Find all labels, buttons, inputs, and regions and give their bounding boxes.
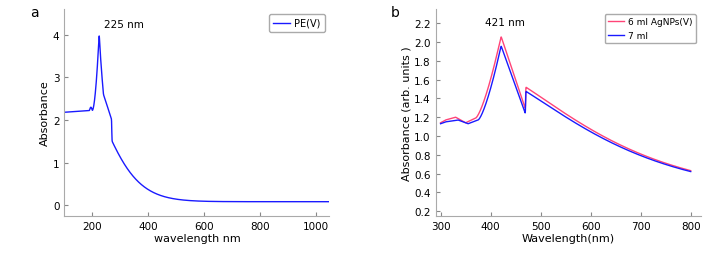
6 ml AgNPs(V) <box>558 111 566 114</box>
6 ml AgNPs(V) <box>551 106 560 109</box>
7 ml <box>679 168 688 171</box>
7 ml <box>436 123 445 126</box>
7 ml <box>449 120 458 123</box>
7 ml <box>679 168 688 171</box>
Text: 421 nm: 421 nm <box>485 18 525 28</box>
7 ml <box>497 46 506 49</box>
X-axis label: Wavelength(nm): Wavelength(nm) <box>521 233 615 243</box>
6 ml AgNPs(V) <box>679 167 688 170</box>
Text: b: b <box>390 6 400 20</box>
Y-axis label: Absorbance: Absorbance <box>40 80 50 146</box>
Y-axis label: Absorbance (arb. units ): Absorbance (arb. units ) <box>401 46 411 180</box>
7 ml <box>633 153 642 156</box>
X-axis label: wavelength nm: wavelength nm <box>154 233 240 243</box>
Legend: 6 ml AgNPs(V), 7 ml: 6 ml AgNPs(V), 7 ml <box>605 15 696 44</box>
6 ml AgNPs(V) <box>633 152 642 155</box>
Text: 225 nm: 225 nm <box>104 20 144 30</box>
7 ml <box>686 170 695 173</box>
Text: a: a <box>30 6 39 20</box>
7 ml <box>558 114 566 117</box>
7 ml <box>551 110 560 113</box>
6 ml AgNPs(V) <box>436 122 445 125</box>
Line: 7 ml: 7 ml <box>440 47 691 172</box>
6 ml AgNPs(V) <box>449 117 458 120</box>
6 ml AgNPs(V) <box>679 168 688 171</box>
Line: 6 ml AgNPs(V): 6 ml AgNPs(V) <box>440 38 691 171</box>
6 ml AgNPs(V) <box>497 36 506 39</box>
6 ml AgNPs(V) <box>686 169 695 172</box>
Legend: PE(V): PE(V) <box>269 15 325 33</box>
